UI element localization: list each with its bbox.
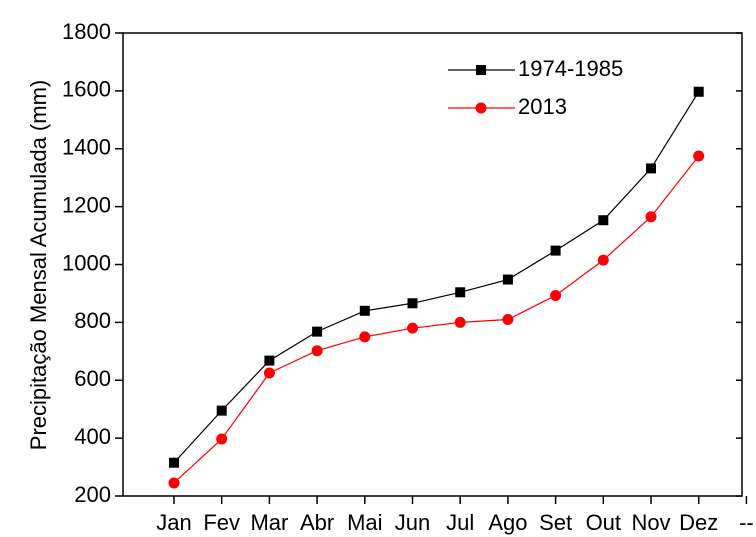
data-point — [169, 457, 179, 468]
y-tick-label: 400 — [74, 424, 111, 449]
data-point — [264, 355, 275, 366]
data-point — [693, 150, 705, 162]
legend-marker — [476, 65, 486, 75]
data-point — [502, 274, 513, 285]
data-point — [407, 298, 418, 309]
data-point — [359, 305, 370, 316]
y-tick-label: 1600 — [62, 77, 111, 102]
legend-label: 1974-1985 — [518, 56, 623, 81]
data-point — [216, 433, 228, 445]
x-tick-label: Jan — [156, 510, 191, 535]
data-point — [646, 163, 656, 174]
data-point — [645, 211, 657, 223]
y-axis-label: Precipitação Mensal Acumulada (mm) — [26, 80, 51, 450]
x-tick-label: Mar — [250, 510, 288, 535]
x-tick-label: Out — [586, 510, 621, 535]
data-point — [311, 345, 323, 357]
y-tick-label: 800 — [74, 308, 111, 333]
y-tick-label: 1200 — [62, 192, 111, 217]
x-tick-label: Ago — [488, 510, 527, 535]
data-point — [168, 477, 180, 489]
data-point — [359, 331, 371, 343]
x-tick-label: Fev — [203, 510, 240, 535]
data-point — [550, 289, 562, 301]
x-tick-label: Mai — [347, 510, 382, 535]
x-tick-label: Jun — [395, 510, 430, 535]
x-tick-label: Abr — [300, 510, 334, 535]
data-point — [216, 405, 227, 416]
data-point — [407, 322, 418, 334]
legend-marker — [475, 102, 487, 114]
data-point — [454, 316, 466, 328]
data-point — [597, 254, 609, 266]
y-tick-label: 200 — [74, 482, 111, 507]
plot-frame — [122, 32, 743, 497]
series-line — [173, 155, 700, 484]
x-tick-label: Dez — [679, 510, 718, 535]
data-point — [550, 245, 561, 256]
series-line — [173, 91, 700, 464]
legend-label: 2013 — [518, 94, 567, 119]
data-point — [263, 367, 275, 379]
data-point — [598, 215, 609, 226]
y-tick-label: 1400 — [62, 135, 111, 160]
x-tick-label: -- — [739, 510, 754, 535]
y-tick-label: 1800 — [62, 19, 111, 44]
y-tick-label: 1000 — [62, 250, 111, 275]
data-point — [312, 326, 323, 337]
data-point — [455, 287, 466, 298]
y-tick-label: 600 — [74, 366, 111, 391]
x-tick-label: Set — [539, 510, 572, 535]
x-tick-label: Nov — [631, 510, 670, 535]
data-point — [502, 313, 514, 325]
x-tick-label: Jul — [446, 510, 474, 535]
data-point — [693, 86, 704, 97]
